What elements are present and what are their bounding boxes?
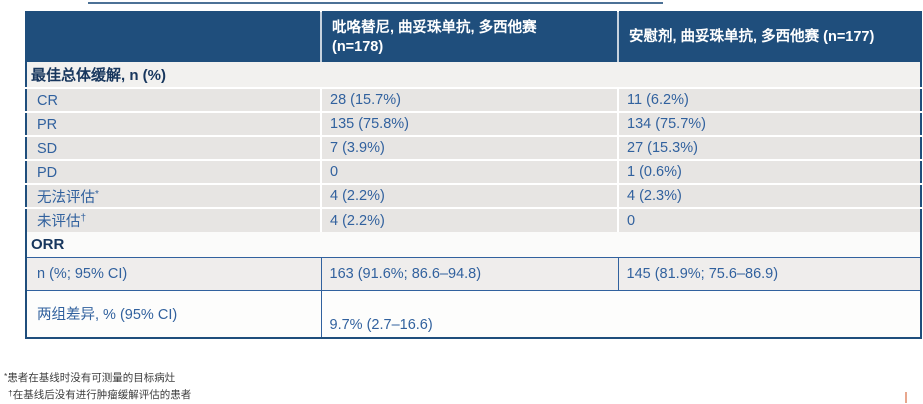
arm2-value: 11 (6.2%) xyxy=(617,87,921,112)
dagger-mark: † xyxy=(8,387,13,398)
table-header-row: 吡咯替尼, 曲妥珠单抗, 多西他赛 (n=178) 安慰剂, 曲妥珠单抗, 多西… xyxy=(26,12,921,62)
footnote-dagger: †在基线后没有进行肿瘤缓解评估的患者 xyxy=(8,387,192,401)
section-header-text: 最佳总体缓解, n (%) xyxy=(26,62,921,88)
section-best-overall-response: 最佳总体缓解, n (%) xyxy=(26,62,921,88)
arm2-value: 4 (2.3%) xyxy=(617,183,921,208)
arm2-value: 145 (81.9%; 75.6–86.9) xyxy=(617,256,921,291)
difference-value: 9.7% (2.7–16.6) xyxy=(320,290,921,338)
row-label: PR xyxy=(26,111,321,136)
cropped-top-divider xyxy=(88,2,663,4)
row-label: 无法评估* xyxy=(26,183,321,208)
table-row-group-difference: 两组差异, % (95% CI) 9.7% (2.7–16.6) xyxy=(26,290,921,338)
footnotes: *患者在基线时没有可测量的目标病灶 †在基线后没有进行肿瘤缓解评估的患者 xyxy=(4,369,191,402)
row-label: n (%; 95% CI) xyxy=(26,256,321,291)
row-label: CR xyxy=(26,87,321,112)
table-row-pd: PD 0 1 (0.6%) xyxy=(26,159,921,184)
dagger-superscript: † xyxy=(80,213,87,224)
row-label: 未评估† xyxy=(26,207,321,232)
table-row-pr: PR 135 (75.8%) 134 (75.7%) xyxy=(26,111,921,136)
arm1-value: 4 (2.2%) xyxy=(320,183,618,208)
table-row-orr-n: n (%; 95% CI) 163 (91.6%; 86.6–94.8) 145… xyxy=(26,256,921,291)
section-orr: ORR xyxy=(26,232,921,257)
arm2-value: 27 (15.3%) xyxy=(617,135,921,160)
row-label: SD xyxy=(26,135,321,160)
arm1-value: 135 (75.8%) xyxy=(320,111,618,136)
header-arm-pyrotinib: 吡咯替尼, 曲妥珠单抗, 多西他赛 (n=178) xyxy=(320,12,618,62)
arm1-value: 163 (91.6%; 86.6–94.8) xyxy=(320,256,618,291)
asterisk-superscript: * xyxy=(95,188,99,200)
table-row-cr: CR 28 (15.7%) 11 (6.2%) xyxy=(26,87,921,112)
row-label: 两组差异, % (95% CI) xyxy=(26,290,321,338)
asterisk-mark: * xyxy=(4,371,8,381)
arm2-value: 1 (0.6%) xyxy=(617,159,921,184)
arm1-value: 28 (15.7%) xyxy=(320,87,618,112)
arm1-value: 7 (3.9%) xyxy=(320,135,618,160)
section-header-text: ORR xyxy=(26,232,921,257)
arm1-value: 4 (2.2%) xyxy=(320,207,618,232)
row-label: PD xyxy=(26,159,321,184)
cursor-artifact xyxy=(905,392,907,403)
table-row-sd: SD 7 (3.9%) 27 (15.3%) xyxy=(26,135,921,160)
footnote-asterisk: *患者在基线时没有可测量的目标病灶 xyxy=(4,371,176,384)
table-row-not-evaluated: 未评估† 4 (2.2%) 0 xyxy=(26,207,921,232)
header-empty-cell xyxy=(26,12,321,62)
header-arm-placebo: 安慰剂, 曲妥珠单抗, 多西他赛 (n=177) xyxy=(617,12,921,62)
response-results-table: 吡咯替尼, 曲妥珠单抗, 多西他赛 (n=178) 安慰剂, 曲妥珠单抗, 多西… xyxy=(25,11,922,339)
arm2-value: 0 xyxy=(617,207,921,232)
arm2-value: 134 (75.7%) xyxy=(617,111,921,136)
arm1-value: 0 xyxy=(320,159,618,184)
table-row-not-evaluable: 无法评估* 4 (2.2%) 4 (2.3%) xyxy=(26,183,921,208)
